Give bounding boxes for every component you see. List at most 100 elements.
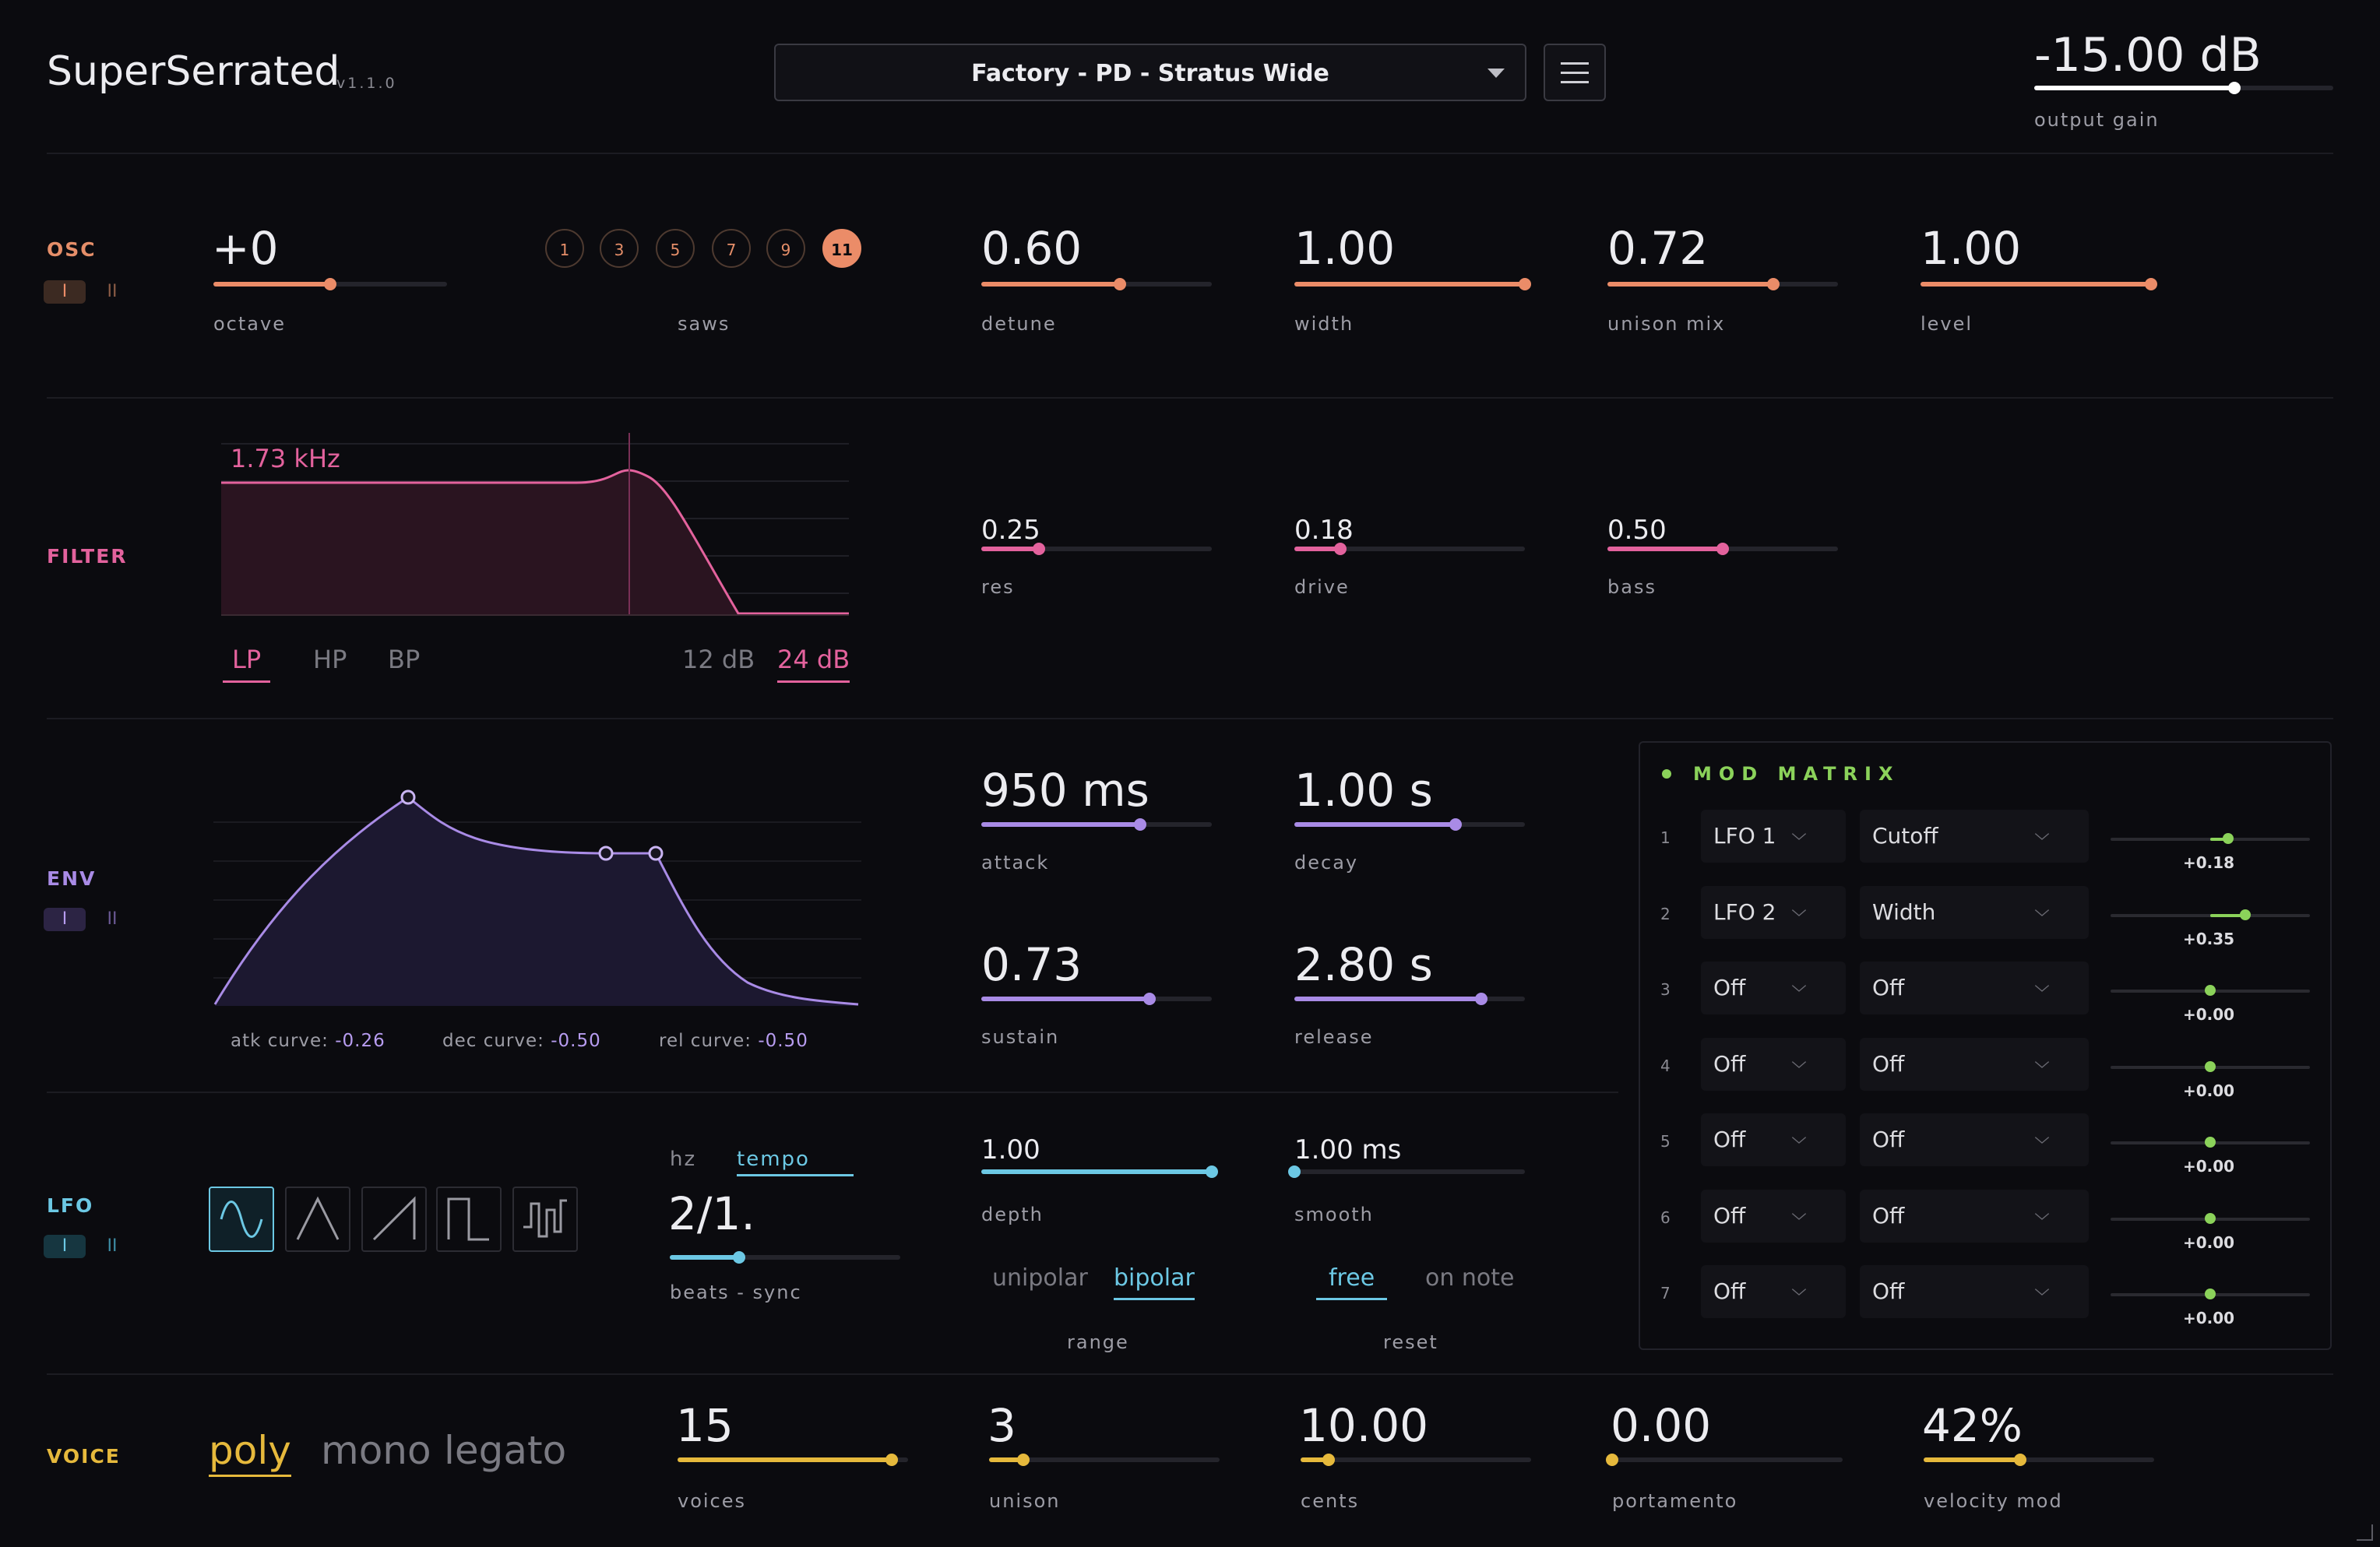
rate-mode-hz[interactable]: hz [670, 1148, 697, 1171]
mod-target-select[interactable]: Off [1860, 1038, 2089, 1091]
saw-count-5[interactable]: 5 [656, 229, 695, 268]
saw-count-7[interactable]: 7 [712, 229, 751, 268]
mod-target-select[interactable]: Off [1860, 1113, 2089, 1166]
filter-slope-12db[interactable]: 12 dB [682, 645, 755, 674]
reset-free[interactable]: free [1316, 1264, 1388, 1300]
slider-knob[interactable] [732, 1251, 745, 1264]
lfo-rate-slider[interactable] [670, 1251, 900, 1264]
resize-grip-icon[interactable] [2355, 1523, 2374, 1542]
env-tab-1[interactable]: I [44, 908, 86, 931]
smooth-slider[interactable] [1288, 1166, 1525, 1178]
lfo-wave-random[interactable] [512, 1187, 578, 1252]
decay-slider[interactable] [1294, 818, 1525, 831]
slider-knob[interactable] [2145, 278, 2157, 290]
slider-knob[interactable] [1474, 993, 1488, 1005]
reset-on-note[interactable]: on note [1425, 1264, 1515, 1292]
unison-slider[interactable] [989, 1454, 1220, 1466]
filter-response-graph[interactable] [218, 428, 857, 620]
voice-mode-poly[interactable]: poly [209, 1428, 291, 1477]
unison-mix-slider[interactable] [1607, 278, 1838, 290]
octave-slider[interactable] [213, 278, 447, 290]
mod-amount-slider[interactable] [2111, 909, 2310, 920]
mod-amount-knob[interactable] [2205, 985, 2216, 996]
slider-knob[interactable] [1288, 1166, 1301, 1178]
lfo-wave-triangle[interactable] [285, 1187, 350, 1252]
mod-amount-knob[interactable] [2205, 1213, 2216, 1224]
atk-curve[interactable]: atk curve: -0.26 [231, 1031, 386, 1051]
lfo-tab-1[interactable]: I [44, 1235, 86, 1258]
slider-knob[interactable] [1134, 818, 1147, 831]
res-slider[interactable] [981, 543, 1212, 555]
filter-slope-24db[interactable]: 24 dB [777, 645, 850, 683]
slider-knob[interactable] [1017, 1454, 1030, 1466]
voices-slider[interactable] [678, 1454, 908, 1466]
saw-count-9[interactable]: 9 [766, 229, 805, 268]
level-slider[interactable] [1921, 278, 2157, 290]
mod-source-select[interactable]: Off [1701, 962, 1846, 1014]
mod-amount-slider[interactable] [2111, 833, 2310, 844]
mod-amount-knob[interactable] [2205, 1137, 2216, 1148]
mod-amount-knob[interactable] [2223, 833, 2234, 844]
mod-source-select[interactable]: Off [1701, 1038, 1846, 1091]
mod-amount-knob[interactable] [2239, 909, 2251, 920]
lfo-wave-sine[interactable] [209, 1187, 274, 1252]
slider-knob[interactable] [1767, 278, 1780, 290]
mod-amount-slider[interactable] [2111, 1289, 2310, 1299]
lfo-wave-saw[interactable] [361, 1187, 427, 1252]
attack-slider[interactable] [981, 818, 1212, 831]
mod-source-select[interactable]: Off [1701, 1113, 1846, 1166]
range-unipolar[interactable]: unipolar [992, 1264, 1088, 1292]
mod-source-select[interactable]: LFO 1 [1701, 810, 1846, 863]
mod-target-select[interactable]: Cutoff [1860, 810, 2089, 863]
saw-count-11[interactable]: 11 [822, 229, 861, 268]
slider-knob[interactable] [1143, 993, 1157, 1005]
cents-slider[interactable] [1301, 1454, 1531, 1466]
voice-mode-legato[interactable]: legato [444, 1428, 567, 1473]
drive-slider[interactable] [1294, 543, 1525, 555]
detune-slider[interactable] [981, 278, 1212, 290]
portamento-slider[interactable] [1606, 1454, 1843, 1466]
slider-knob[interactable] [1606, 1454, 1618, 1466]
preset-selector[interactable]: Factory - PD - Stratus Wide [774, 44, 1526, 101]
range-bipolar[interactable]: bipolar [1114, 1264, 1195, 1300]
saw-count-3[interactable]: 3 [600, 229, 639, 268]
env-tab-2[interactable]: II [107, 909, 118, 929]
slider-knob[interactable] [885, 1454, 899, 1466]
slider-knob[interactable] [1519, 278, 1531, 290]
mod-source-select[interactable]: Off [1701, 1265, 1846, 1318]
mod-amount-knob[interactable] [2205, 1061, 2216, 1072]
mod-target-select[interactable]: Width [1860, 886, 2089, 939]
slider-knob[interactable] [1033, 543, 1045, 555]
rel-curve[interactable]: rel curve: -0.50 [659, 1031, 808, 1051]
slider-knob[interactable] [1113, 278, 1126, 290]
velocity-mod-slider[interactable] [1924, 1454, 2154, 1466]
envelope-graph[interactable] [210, 779, 864, 1012]
mod-target-select[interactable]: Off [1860, 1190, 2089, 1243]
lfo-tab-2[interactable]: II [107, 1236, 118, 1256]
dec-curve[interactable]: dec curve: -0.50 [442, 1031, 601, 1051]
mod-amount-slider[interactable] [2111, 1061, 2310, 1072]
lfo-wave-square[interactable] [436, 1187, 502, 1252]
sustain-slider[interactable] [981, 993, 1212, 1005]
mod-target-select[interactable]: Off [1860, 962, 2089, 1014]
saw-count-1[interactable]: 1 [545, 229, 584, 268]
bass-slider[interactable] [1607, 543, 1838, 555]
slider-knob[interactable] [1206, 1166, 1218, 1178]
slider-knob[interactable] [2228, 82, 2241, 94]
slider-knob[interactable] [1716, 543, 1729, 555]
output-gain-slider[interactable] [2034, 82, 2333, 94]
menu-button[interactable] [1544, 44, 1606, 101]
mod-source-select[interactable]: Off [1701, 1190, 1846, 1243]
mod-target-select[interactable]: Off [1860, 1265, 2089, 1318]
slider-knob[interactable] [1449, 818, 1463, 831]
mod-amount-slider[interactable] [2111, 1137, 2310, 1148]
slider-knob[interactable] [1334, 543, 1347, 555]
filter-type-lp[interactable]: LP [223, 645, 271, 683]
depth-slider[interactable] [981, 1166, 1218, 1178]
slider-knob[interactable] [324, 278, 336, 290]
release-slider[interactable] [1294, 993, 1525, 1005]
filter-type-hp[interactable]: HP [313, 645, 347, 674]
voice-mode-mono[interactable]: mono [321, 1428, 431, 1473]
mod-amount-knob[interactable] [2205, 1289, 2216, 1299]
width-slider[interactable] [1294, 278, 1531, 290]
